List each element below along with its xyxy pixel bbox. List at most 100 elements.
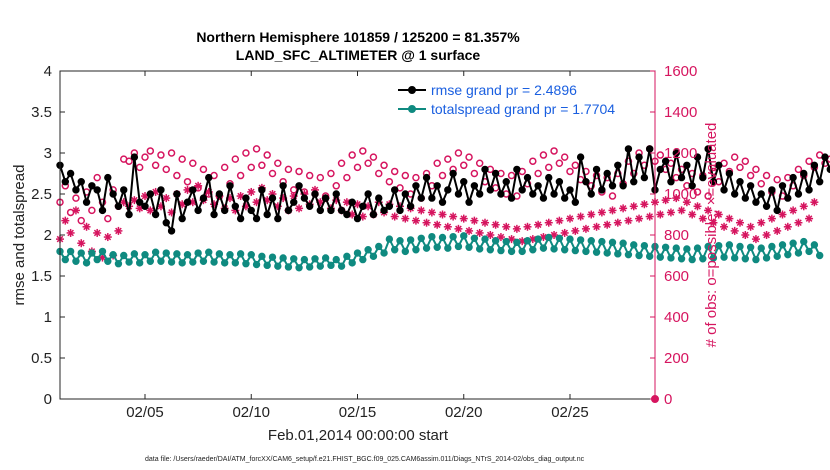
rmse-point [704,145,712,153]
rmse-point [475,190,484,198]
possible-point [704,192,712,200]
possible-point [183,177,192,186]
asterisk-stroke [619,205,627,212]
rmse-point [454,190,463,198]
rmse-point [380,206,388,215]
asterisk-stroke [524,223,531,231]
totalspread-point [396,237,404,245]
rmse-point [258,186,266,194]
evaluated-point [502,222,511,231]
evaluated-point [773,226,782,235]
possible-point [247,163,255,172]
rmse-point [550,190,558,198]
totalspread-point [215,250,224,258]
asterisk-stroke [768,215,776,222]
possible-point [359,147,367,155]
evaluated-point [544,218,553,227]
possible-point [316,173,325,182]
evaluated-point [465,226,474,235]
totalspread-point [332,255,340,264]
y-tick-label-left: 4 [44,63,52,80]
totalspread-point [412,246,420,254]
rmse-point [677,173,686,182]
totalspread-point [709,254,718,262]
asterisk-stroke [417,207,425,214]
possible-point [77,216,85,225]
rmse-point [709,178,718,186]
possible-point [762,171,771,180]
totalspread-point [699,255,707,263]
totalspread-point [390,246,399,254]
rmse-point [321,194,330,202]
rmse-point [157,186,165,194]
possible-point [534,169,542,178]
asterisk-stroke [556,217,563,224]
asterisk-stroke [704,207,712,214]
totalspread-point [417,234,425,242]
evaluated-point [587,210,596,219]
possible-point [460,161,468,170]
possible-point [88,206,96,215]
asterisk-stroke [710,219,717,227]
evaluated-point [608,206,617,215]
totalspread-point [768,242,776,251]
rmse-point [614,161,622,170]
rmse-point [88,182,96,190]
y-tick-label-left: 0.5 [31,350,52,367]
totalspread-point [603,249,611,257]
x-tick-label: 02/05 [126,404,164,421]
totalspread-point [683,245,691,253]
evaluated-point [688,210,697,219]
rmse-point [470,182,479,190]
rmse-point [417,194,425,202]
asterisk-stroke [582,225,590,233]
evaluated-point [433,220,442,229]
rmse-point [773,206,781,215]
rmse-point [715,161,723,170]
evaluated-point [77,239,86,248]
possible-point [274,159,282,167]
evaluated-point [560,228,569,237]
rmse-point [173,190,181,198]
rmse-point [778,182,787,190]
rmse-point [523,173,532,182]
possible-point [353,163,362,172]
rmse-point [120,186,128,194]
asterisk-stroke [731,227,739,235]
rmse-point [821,153,829,161]
rmse-point [114,202,123,211]
y-tick-label-right: 0 [664,391,672,408]
possible-point [741,157,750,165]
totalspread-point [311,255,319,263]
possible-point [465,153,473,161]
totalspread-point [72,257,80,265]
zero-obs-marker [651,395,659,403]
evaluated-point [704,206,713,215]
totalspread-point [810,241,819,249]
asterisk-stroke [237,192,244,200]
possible-point [475,159,484,167]
asterisk-stroke [146,207,154,214]
chart-title: Northern Hemisphere 101859 / 125200 = 81… [196,29,520,45]
asterisk-stroke [295,205,303,212]
possible-point [231,155,240,163]
rmse-point [348,198,356,206]
rmse-point [343,210,351,219]
asterisk-stroke [811,198,818,206]
rmse-point [189,186,197,194]
asterisk-stroke [391,213,399,220]
totalspread-point [422,244,431,252]
totalspread-point [210,258,218,266]
asterisk-stroke [471,217,478,224]
totalspread-point [130,250,139,258]
asterisk-stroke [343,198,351,206]
asterisk-stroke [779,211,786,218]
rmse-point [215,190,224,198]
totalspread-point [268,253,277,261]
totalspread-point [279,254,287,262]
asterisk-stroke [476,229,484,237]
totalspread-point [736,242,744,251]
y-tick-label-left: 2.5 [31,186,52,203]
totalspread-point [343,252,351,261]
